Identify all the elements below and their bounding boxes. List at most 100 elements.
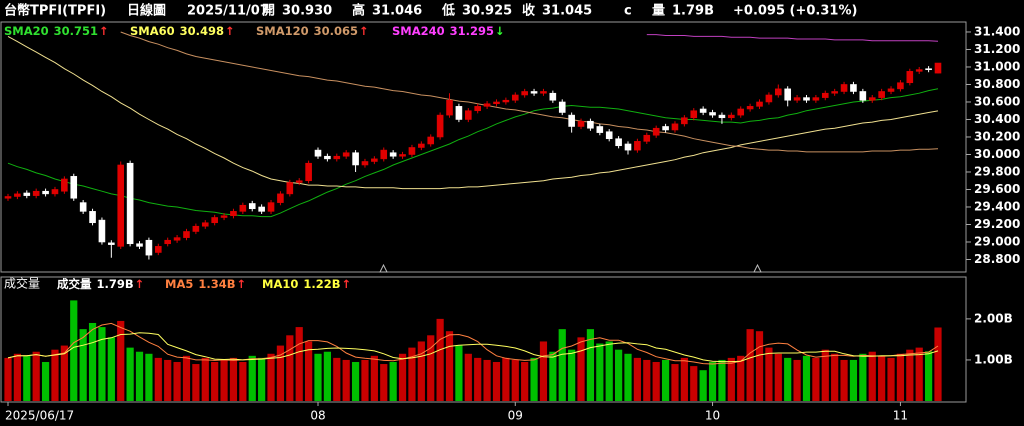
volume-bar xyxy=(135,351,144,401)
candle-body xyxy=(314,149,322,157)
volume-bar xyxy=(229,357,238,401)
candle-body xyxy=(652,127,660,136)
volume-bar xyxy=(220,359,228,401)
volume-bar xyxy=(323,351,331,401)
volume-bar xyxy=(408,347,416,401)
candle-body xyxy=(286,182,294,195)
candle-body xyxy=(277,193,284,203)
volume-bar xyxy=(793,359,801,401)
candle-body xyxy=(248,203,256,210)
candle-body xyxy=(934,62,942,74)
candle-body xyxy=(709,112,716,116)
price-panel-frame xyxy=(0,21,967,273)
candle-body xyxy=(615,138,622,147)
volume-bar xyxy=(23,355,31,401)
legend-name: SMA60 xyxy=(130,24,175,38)
panel-label: 成交量 xyxy=(4,276,40,291)
legend-name: 成交量 xyxy=(57,277,92,291)
volume-bar xyxy=(295,327,303,401)
volume-bar xyxy=(79,329,87,401)
candle-body xyxy=(399,154,406,157)
candle-body xyxy=(765,94,773,103)
candle-body xyxy=(605,131,613,140)
volume-bar xyxy=(342,359,350,401)
volume-bar xyxy=(840,359,848,401)
candle-body xyxy=(784,88,791,101)
candle-body xyxy=(756,101,763,107)
candle-body xyxy=(183,231,190,238)
candle-body xyxy=(14,193,21,197)
volume-bar xyxy=(727,357,735,401)
legend-value: 1.22B xyxy=(303,277,340,291)
volume-bar xyxy=(361,359,369,401)
volume-bar xyxy=(568,349,576,401)
candle-body xyxy=(51,189,59,195)
legend-item: SMA20 30.751↑ xyxy=(4,24,109,38)
volume-bar xyxy=(652,361,660,401)
volume-bar xyxy=(925,351,933,401)
header-close-label: 收 xyxy=(522,3,536,19)
ma-line xyxy=(120,31,939,153)
x-tick-label: 2025/06/17 xyxy=(5,409,74,423)
volume-bar xyxy=(201,357,209,401)
volume-bar xyxy=(70,300,78,401)
candle-body xyxy=(4,196,12,199)
y-tick-label: 1.00B xyxy=(974,352,1013,366)
volume-bar xyxy=(680,357,688,401)
header-open-label: 開 xyxy=(262,4,275,19)
candle-body xyxy=(840,84,848,92)
x-tick-label: 10 xyxy=(705,409,720,423)
legend-trend: ↓ xyxy=(495,24,505,38)
y-tick-label: 2.00B xyxy=(974,311,1013,325)
candle-body xyxy=(793,97,801,101)
candle-body xyxy=(690,110,698,119)
candle-body xyxy=(915,69,923,72)
y-tick-label: 29.400 xyxy=(974,199,1020,213)
volume-bar xyxy=(211,361,219,401)
ma-line xyxy=(7,322,939,365)
candle-body xyxy=(465,110,472,120)
candle-body xyxy=(305,162,312,182)
legend-trend: ↑ xyxy=(237,277,247,291)
volume-bar xyxy=(624,353,632,401)
candle-body xyxy=(230,211,237,217)
candle-body xyxy=(549,92,557,101)
legend-item: SMA120 30.065↑ xyxy=(256,24,369,38)
legend-trend: ↑ xyxy=(342,277,352,291)
ma-line xyxy=(646,34,939,42)
candle-body xyxy=(164,239,171,245)
volume-bar xyxy=(755,331,764,401)
y-tick-label: 28.800 xyxy=(974,252,1020,266)
volume-bar xyxy=(126,347,134,401)
volume-bar xyxy=(248,355,256,401)
candle-body xyxy=(887,88,895,92)
candle-body xyxy=(436,114,444,138)
volume-bar xyxy=(464,353,472,401)
candle-body xyxy=(108,242,115,245)
volume-bar xyxy=(389,361,397,401)
volume-bar xyxy=(558,329,566,401)
candle-body xyxy=(737,108,745,116)
legend-value: 30.751 xyxy=(54,24,98,38)
candle-body xyxy=(455,106,463,120)
y-tick-label: 31.000 xyxy=(974,59,1020,73)
volume-bar xyxy=(314,353,322,401)
legend-trend: ↑ xyxy=(359,24,369,38)
candle-body xyxy=(126,162,134,245)
volume-bar xyxy=(117,320,125,401)
candle-body xyxy=(70,176,78,199)
candle-body xyxy=(446,99,453,116)
volume-bar xyxy=(182,355,191,401)
volume-bar xyxy=(173,361,181,401)
x-tick-label: 11 xyxy=(893,409,908,423)
candle-body xyxy=(558,101,566,113)
legend-name: SMA240 xyxy=(392,24,445,38)
volume-bar xyxy=(455,345,463,401)
y-tick-label: 29.200 xyxy=(974,217,1020,231)
header-low-label: 低 xyxy=(441,3,455,19)
volume-bar xyxy=(4,357,12,401)
volume-bar xyxy=(812,357,820,401)
candle-body xyxy=(728,114,735,119)
volume-bar xyxy=(906,349,914,401)
